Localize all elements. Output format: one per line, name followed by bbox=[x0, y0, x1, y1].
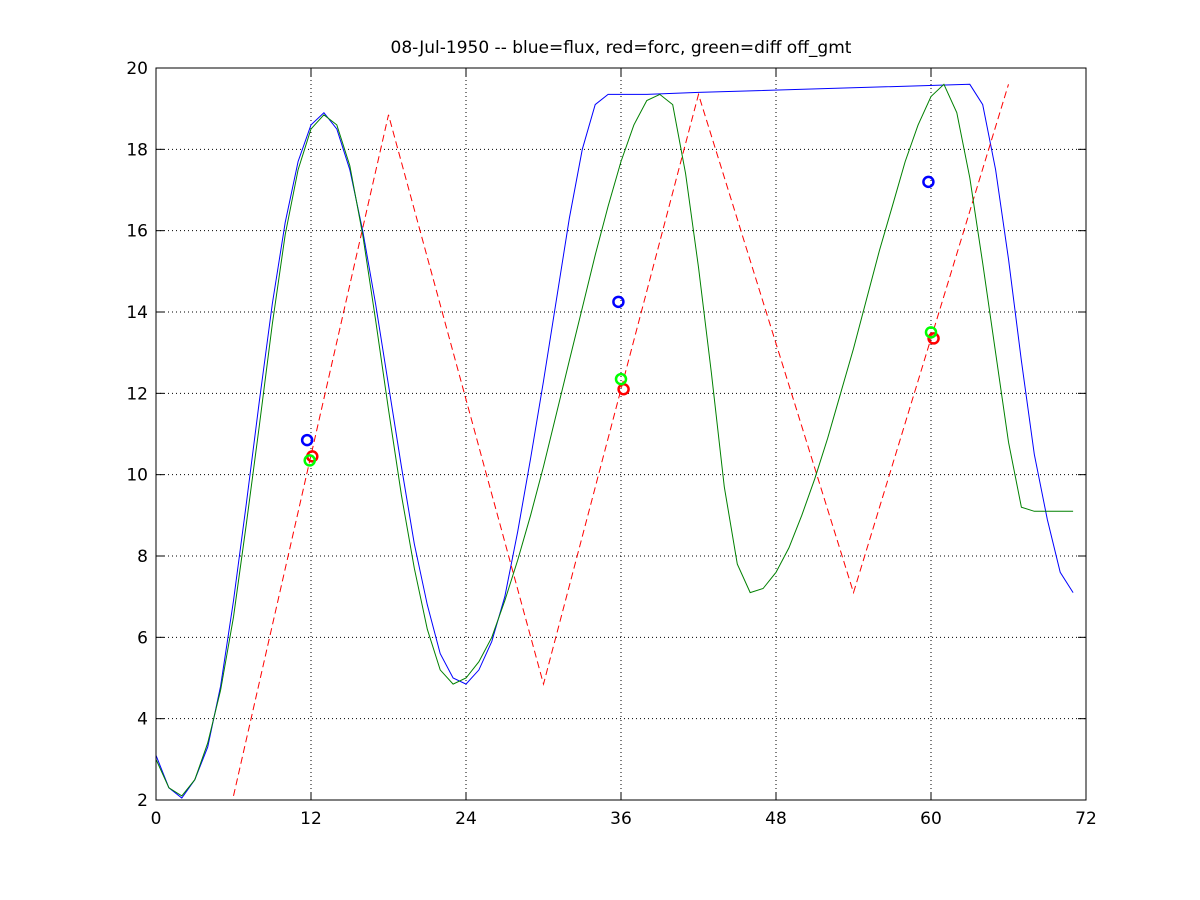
series-lines bbox=[155, 83, 1074, 799]
x-tick-label: 12 bbox=[300, 809, 322, 829]
x-tick-label: 72 bbox=[1075, 809, 1097, 829]
diff-line bbox=[155, 83, 1074, 797]
flux-line bbox=[155, 83, 1074, 799]
y-tick-label: 10 bbox=[126, 466, 148, 486]
circle-marker bbox=[922, 175, 935, 189]
x-tick-label: 48 bbox=[765, 809, 787, 829]
chart-title: 08-Jul-1950 -- blue=flux, red=forc, gree… bbox=[391, 38, 852, 58]
y-tick-label: 12 bbox=[126, 384, 148, 404]
y-tick-label: 18 bbox=[126, 140, 148, 160]
circle-marker bbox=[927, 332, 940, 345]
circle-marker bbox=[614, 372, 628, 386]
markers bbox=[300, 175, 940, 467]
y-tick-label: 16 bbox=[126, 222, 148, 242]
x-tick-label: 24 bbox=[455, 809, 477, 829]
circle-marker bbox=[303, 454, 316, 467]
x-tick-label: 36 bbox=[610, 809, 632, 829]
x-tick-label: 60 bbox=[920, 809, 942, 829]
circle-marker bbox=[924, 326, 938, 339]
y-tick-label: 4 bbox=[137, 710, 148, 730]
y-tick-label: 8 bbox=[137, 547, 148, 567]
forc-line bbox=[233, 84, 1009, 797]
y-tick-label: 20 bbox=[126, 59, 148, 79]
y-tick-label: 6 bbox=[137, 628, 148, 648]
circle-marker bbox=[300, 433, 314, 447]
y-tick-label: 2 bbox=[137, 791, 148, 811]
y-tick-label: 14 bbox=[126, 303, 148, 323]
circle-marker bbox=[612, 295, 625, 309]
x-tick-label: 0 bbox=[151, 809, 162, 829]
